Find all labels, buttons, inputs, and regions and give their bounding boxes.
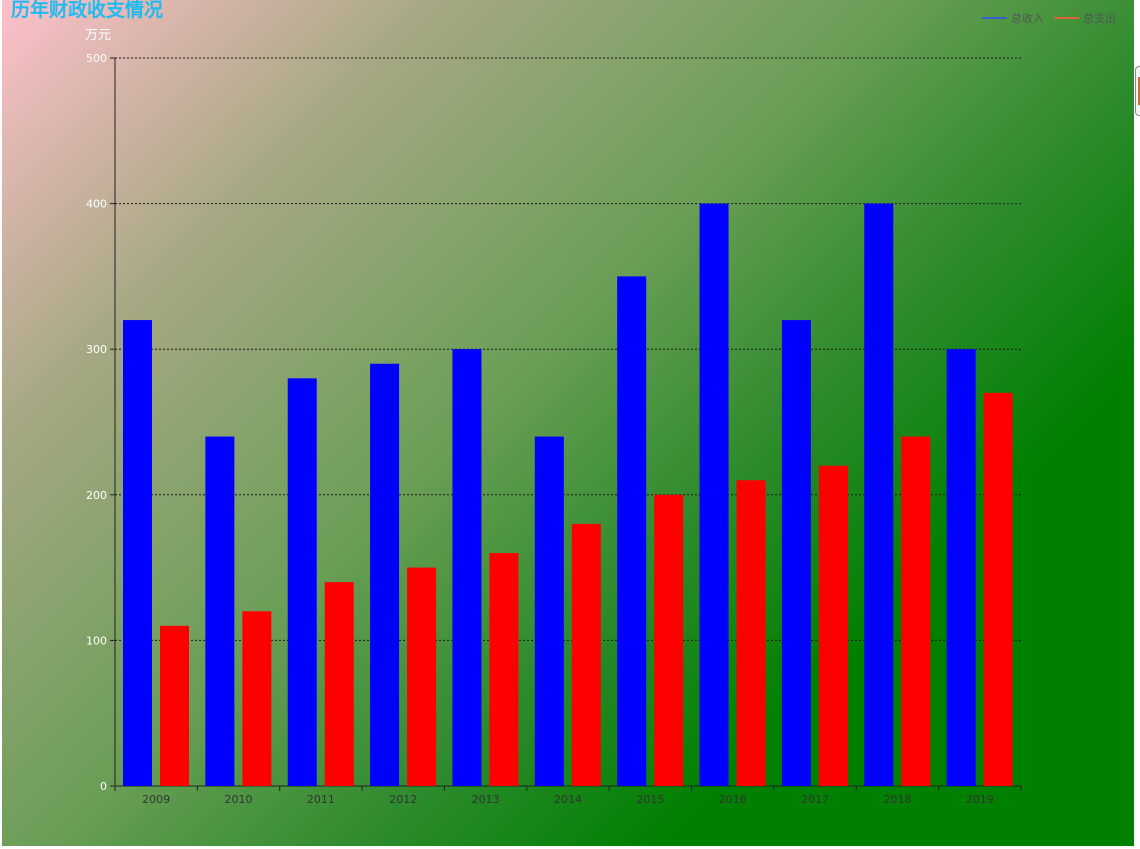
legend-label-expense: 总支出 — [1083, 12, 1116, 25]
bar-income — [864, 203, 894, 787]
grid-lines — [115, 57, 1021, 641]
bar-income — [205, 436, 235, 786]
bar-income — [452, 349, 482, 786]
bar-income — [287, 378, 317, 786]
bar-income — [370, 363, 400, 786]
bar-expense — [489, 553, 519, 786]
bars — [123, 203, 1013, 787]
y-tick-label: 300 — [86, 343, 107, 356]
legend-item-expense[interactable]: 总支出 — [1054, 10, 1116, 26]
bar-expense — [571, 523, 601, 786]
legend-line-icon — [1054, 17, 1079, 19]
x-tick-label: 2009 — [142, 793, 170, 806]
bar-expense — [242, 611, 272, 786]
bar-expense — [901, 436, 931, 786]
bar-expense — [160, 625, 189, 786]
y-tick-label: 500 — [86, 52, 107, 65]
bar-expense — [818, 465, 848, 786]
legend-line-icon — [982, 17, 1007, 19]
bar-expense — [983, 392, 1013, 786]
x-tick-label: 2011 — [307, 793, 335, 806]
y-tick-label: 0 — [100, 780, 107, 793]
bar-expense — [736, 480, 766, 786]
x-tick-label: 2016 — [719, 793, 747, 806]
x-tick-label: 2015 — [636, 793, 664, 806]
side-panel-handle[interactable] — [1135, 66, 1140, 116]
chart-title: 历年财政收支情况 — [11, 0, 164, 21]
chart-legend: 总收入 总支出 — [982, 10, 1116, 26]
tick-labels: 0 100 200 300 400 500 万元 2009 2010 2011 2012 2013 20… — [85, 28, 994, 806]
bar-expense — [654, 494, 684, 786]
legend-label-income: 总收入 — [1011, 12, 1044, 25]
bar-income — [123, 320, 152, 786]
y-tick-label: 400 — [86, 198, 107, 211]
bar-income — [534, 436, 564, 786]
y-axis-label: 万元 — [85, 28, 111, 43]
bar-income — [617, 276, 647, 786]
bar-expense — [324, 582, 354, 786]
x-tick-label: 2017 — [801, 793, 829, 806]
y-tick-label: 100 — [86, 634, 107, 647]
bar-expense — [407, 567, 437, 786]
legend-item-income[interactable]: 总收入 — [982, 10, 1044, 26]
x-tick-label: 2013 — [472, 793, 500, 806]
bar-income — [946, 349, 976, 786]
x-tick-label: 2010 — [225, 793, 253, 806]
x-tick-label: 2012 — [389, 793, 417, 806]
bar-income — [699, 203, 729, 787]
x-tick-label: 2019 — [966, 793, 994, 806]
x-tick-label: 2018 — [883, 793, 911, 806]
x-tick-label: 2014 — [554, 793, 582, 806]
y-tick-label: 200 — [86, 489, 107, 502]
bar-income — [781, 320, 811, 786]
